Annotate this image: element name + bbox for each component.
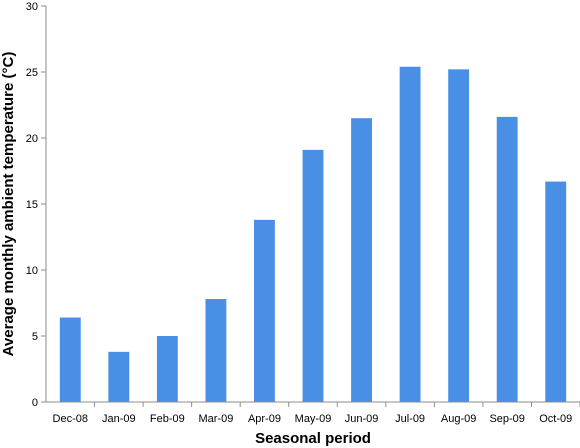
x-tick-label: Aug-09 <box>441 413 476 425</box>
y-axis-title: Average monthly ambient temperature (°C) <box>0 52 17 357</box>
x-tick-label: Jan-09 <box>102 413 136 425</box>
x-tick-label: Apr-09 <box>248 413 281 425</box>
bar <box>496 116 518 402</box>
bar <box>302 149 324 402</box>
y-axis-ticks: 0 5 10 15 20 25 30 <box>26 1 46 409</box>
x-axis-title: Seasonal period <box>255 430 371 447</box>
x-tick-label: Dec-08 <box>53 413 88 425</box>
x-tick-label: Jun-09 <box>345 413 379 425</box>
bar <box>156 336 178 402</box>
y-tick-label: 20 <box>26 133 38 145</box>
y-tick-label: 5 <box>32 331 38 343</box>
bar <box>399 66 421 402</box>
bar <box>351 118 372 402</box>
x-tick-label: Feb-09 <box>150 413 185 425</box>
bar-series <box>59 66 567 403</box>
bar <box>545 181 567 402</box>
bar <box>108 351 130 402</box>
x-tick-label: Mar-09 <box>198 413 233 425</box>
y-tick-label: 15 <box>26 199 38 211</box>
bar <box>205 299 227 402</box>
y-tick-label: 30 <box>26 1 38 13</box>
x-tick-label: Jul-09 <box>395 413 425 425</box>
x-tick-label: Sep-09 <box>489 413 524 425</box>
y-tick-label: 10 <box>26 265 38 277</box>
x-tick-label: Oct-09 <box>539 413 572 425</box>
y-tick-label: 25 <box>26 67 38 79</box>
bar <box>448 69 470 403</box>
x-axis-ticks: Dec-08 Jan-09 Feb-09 Mar-09 Apr-09 May-09 Jun-… <box>53 402 580 425</box>
x-tick-label: May-09 <box>295 413 332 425</box>
y-tick-label: 0 <box>32 397 38 409</box>
bar <box>254 219 275 402</box>
bar <box>59 317 81 402</box>
